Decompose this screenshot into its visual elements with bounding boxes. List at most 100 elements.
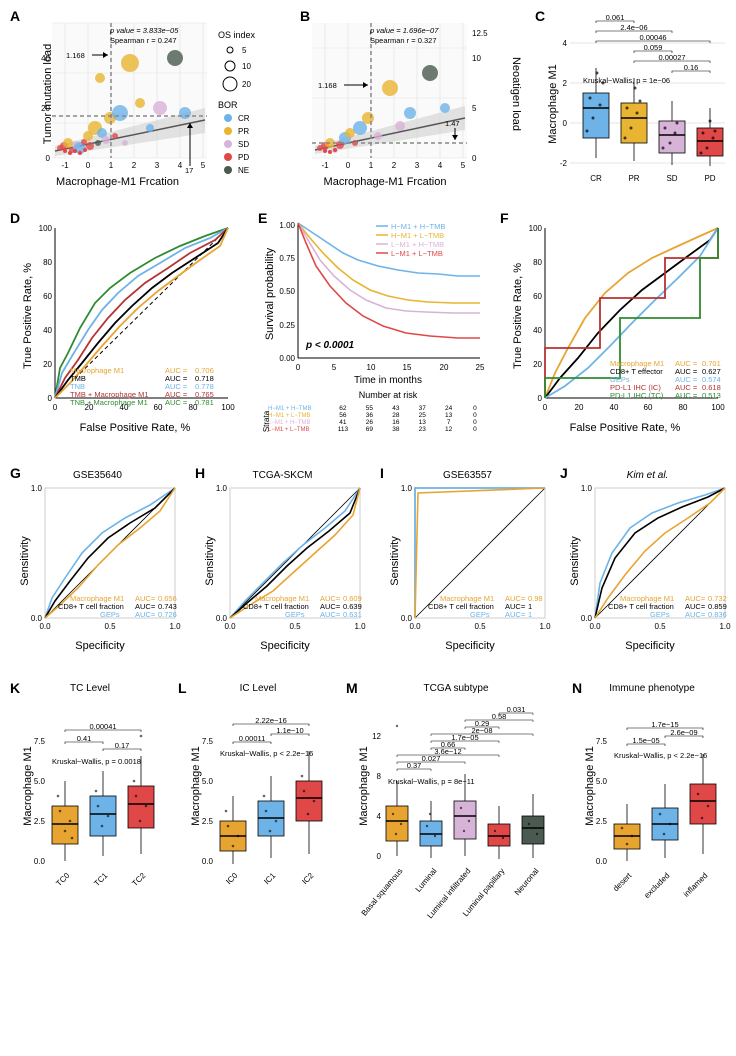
svg-text:0.16: 0.16 [684, 63, 699, 72]
panel-b: B 1.168 1.47 p value = 1.696e−07 Spearma… [300, 8, 505, 193]
svg-text:Neuronal: Neuronal [513, 866, 541, 897]
svg-text:GEPs: GEPs [285, 610, 305, 619]
svg-text:1: 1 [109, 161, 114, 170]
svg-text:1.1e−10: 1.1e−10 [276, 726, 303, 735]
svg-text:0: 0 [543, 403, 548, 412]
e-ylabel: Survival probability [264, 248, 276, 340]
panel-l: L IC Level 0.00011 2.22e−16 1.1e−10 Krus… [178, 680, 338, 895]
svg-text:0.58: 0.58 [492, 712, 507, 721]
svg-text:0.00: 0.00 [279, 354, 295, 363]
svg-text:0.0: 0.0 [224, 622, 236, 631]
svg-text:Kruskal−Wallis, p < 2.2e−16: Kruskal−Wallis, p < 2.2e−16 [220, 749, 313, 758]
svg-text:NE: NE [238, 166, 249, 175]
svg-text:15: 15 [403, 363, 412, 372]
svg-text:Kruskal−Wallis, p < 2.2e−16: Kruskal−Wallis, p < 2.2e−16 [614, 751, 707, 760]
j-title: Kim et al. [560, 470, 735, 481]
svg-text:SD: SD [238, 140, 249, 149]
svg-text:8: 8 [377, 772, 382, 781]
svg-text:Kruskal−Wallis, p = 1e−06: Kruskal−Wallis, p = 1e−06 [583, 76, 670, 85]
panel-c-svg: 0.061 2.4e−06 0.00046 0.059 0.00027 0.16… [535, 13, 730, 193]
svg-text:2: 2 [563, 79, 568, 88]
svg-text:40: 40 [533, 326, 542, 335]
svg-text:1.0: 1.0 [31, 484, 43, 493]
svg-text:-1: -1 [321, 161, 329, 170]
svg-text:0.513: 0.513 [702, 391, 721, 400]
panel-e: E H−M1 + H−TMB H−M1 + L−TMB L−M1 + H−TMB… [258, 210, 488, 460]
svg-text:1.0: 1.0 [539, 622, 551, 631]
svg-text:Kruskal−Wallis, p = 8e−11: Kruskal−Wallis, p = 8e−11 [388, 777, 475, 786]
svg-text:20: 20 [533, 360, 542, 369]
panel-c: C 0.061 2.4e−06 0.00046 0.059 0.00027 [535, 8, 730, 193]
svg-text:0.17: 0.17 [115, 741, 130, 750]
f-xlabel: False Positive Rate, % [530, 422, 720, 434]
svg-text:4: 4 [438, 161, 443, 170]
svg-text:4: 4 [178, 161, 183, 170]
svg-text:H−M1 + H−TMB: H−M1 + H−TMB [391, 222, 445, 231]
svg-text:AUC=: AUC= [685, 610, 706, 619]
svg-text:Luminal: Luminal [414, 866, 439, 893]
svg-text:0: 0 [46, 154, 51, 163]
svg-text:0: 0 [296, 363, 301, 372]
svg-text:0.061: 0.061 [606, 13, 625, 22]
svg-text:0.50: 0.50 [279, 287, 295, 296]
panel-g: G GSE35640 0.01.0 0.00.51.0 Macrophage M… [10, 465, 185, 655]
svg-text:0.00046: 0.00046 [639, 33, 666, 42]
svg-text:2.22e−16: 2.22e−16 [255, 716, 287, 725]
size-legend-title: OS index [218, 30, 298, 40]
svg-text:5.0: 5.0 [34, 777, 46, 786]
svg-text:0: 0 [53, 403, 58, 412]
svg-text:IC1: IC1 [262, 871, 278, 887]
panel-n: N Immune phenotype 1.5e−05 1.7e−15 2.6e−… [572, 680, 732, 910]
d-ylabel: True Positive Rate, % [22, 263, 34, 369]
svg-text:0.059: 0.059 [644, 43, 663, 52]
svg-text:TNB + Macrophage M1: TNB + Macrophage M1 [70, 398, 148, 407]
svg-text:4: 4 [563, 39, 568, 48]
svg-text:5: 5 [332, 363, 337, 372]
svg-text:TC1: TC1 [92, 871, 109, 888]
svg-text:GEPs: GEPs [100, 610, 120, 619]
svg-text:0: 0 [377, 852, 382, 861]
svg-text:PD: PD [238, 153, 249, 162]
b-cutoff-y: 1.168 [318, 81, 337, 90]
svg-text:5.0: 5.0 [202, 777, 214, 786]
b-spearman: Spearman r = 0.327 [370, 36, 437, 45]
svg-text:PD-L1 IHC (TC): PD-L1 IHC (TC) [610, 391, 664, 400]
svg-text:-1: -1 [61, 161, 69, 170]
svg-text:60: 60 [644, 403, 653, 412]
svg-text:PR: PR [628, 174, 639, 183]
svg-text:0.0: 0.0 [596, 857, 608, 866]
color-legend: BOR CR PR SD PD NE [218, 100, 298, 182]
svg-text:1.0: 1.0 [719, 622, 731, 631]
svg-text:0: 0 [346, 161, 351, 170]
svg-text:0.0: 0.0 [409, 622, 421, 631]
risk-table: Strata H−M1 + H−TMB62554337240 H−M1 + L−… [258, 405, 488, 433]
svg-text:10: 10 [242, 62, 251, 71]
svg-text:0.00041: 0.00041 [89, 722, 116, 731]
a-ylabel: Tumor mutation load [42, 44, 54, 144]
panel-k: K TC Level 0.41 0.00041 0.17 Kruskal−Wal… [10, 680, 170, 895]
panel-h: H TCGA-SKCM 0.01.0 0.00.51.0 Macrophage … [195, 465, 370, 655]
f-ylabel: True Positive Rate, % [512, 263, 524, 369]
svg-text:2.6e−09: 2.6e−09 [670, 728, 697, 737]
svg-text:1.0: 1.0 [169, 622, 181, 631]
svg-text:10: 10 [367, 363, 376, 372]
a-cutoff-y: 1.168 [66, 51, 85, 60]
svg-text:inflamed: inflamed [682, 871, 710, 899]
svg-text:0: 0 [86, 161, 91, 170]
svg-text:100: 100 [221, 403, 235, 412]
svg-text:2.5: 2.5 [34, 817, 46, 826]
svg-text:PR: PR [238, 127, 249, 136]
svg-text:2: 2 [392, 161, 397, 170]
svg-text:-2: -2 [560, 159, 568, 168]
svg-text:80: 80 [43, 258, 52, 267]
svg-text:H−M1 + L−TMB: H−M1 + L−TMB [391, 231, 444, 240]
svg-text:0: 0 [472, 154, 477, 163]
panel-m: M TCGA subtype 0.37 0.027 3.6e−12 0.66 [346, 680, 566, 930]
svg-text:25: 25 [476, 363, 485, 372]
svg-text:L−M1 + H−TMB: L−M1 + H−TMB [391, 240, 444, 249]
svg-text:Kruskal−Wallis, p = 0.0018: Kruskal−Wallis, p = 0.0018 [52, 757, 141, 766]
b-ylabel: Neoatigen load [510, 57, 522, 131]
svg-text:40: 40 [43, 326, 52, 335]
svg-text:0.631: 0.631 [343, 610, 362, 619]
panel-b-svg: 1.168 1.47 p value = 1.696e−07 Spearman … [300, 18, 505, 193]
